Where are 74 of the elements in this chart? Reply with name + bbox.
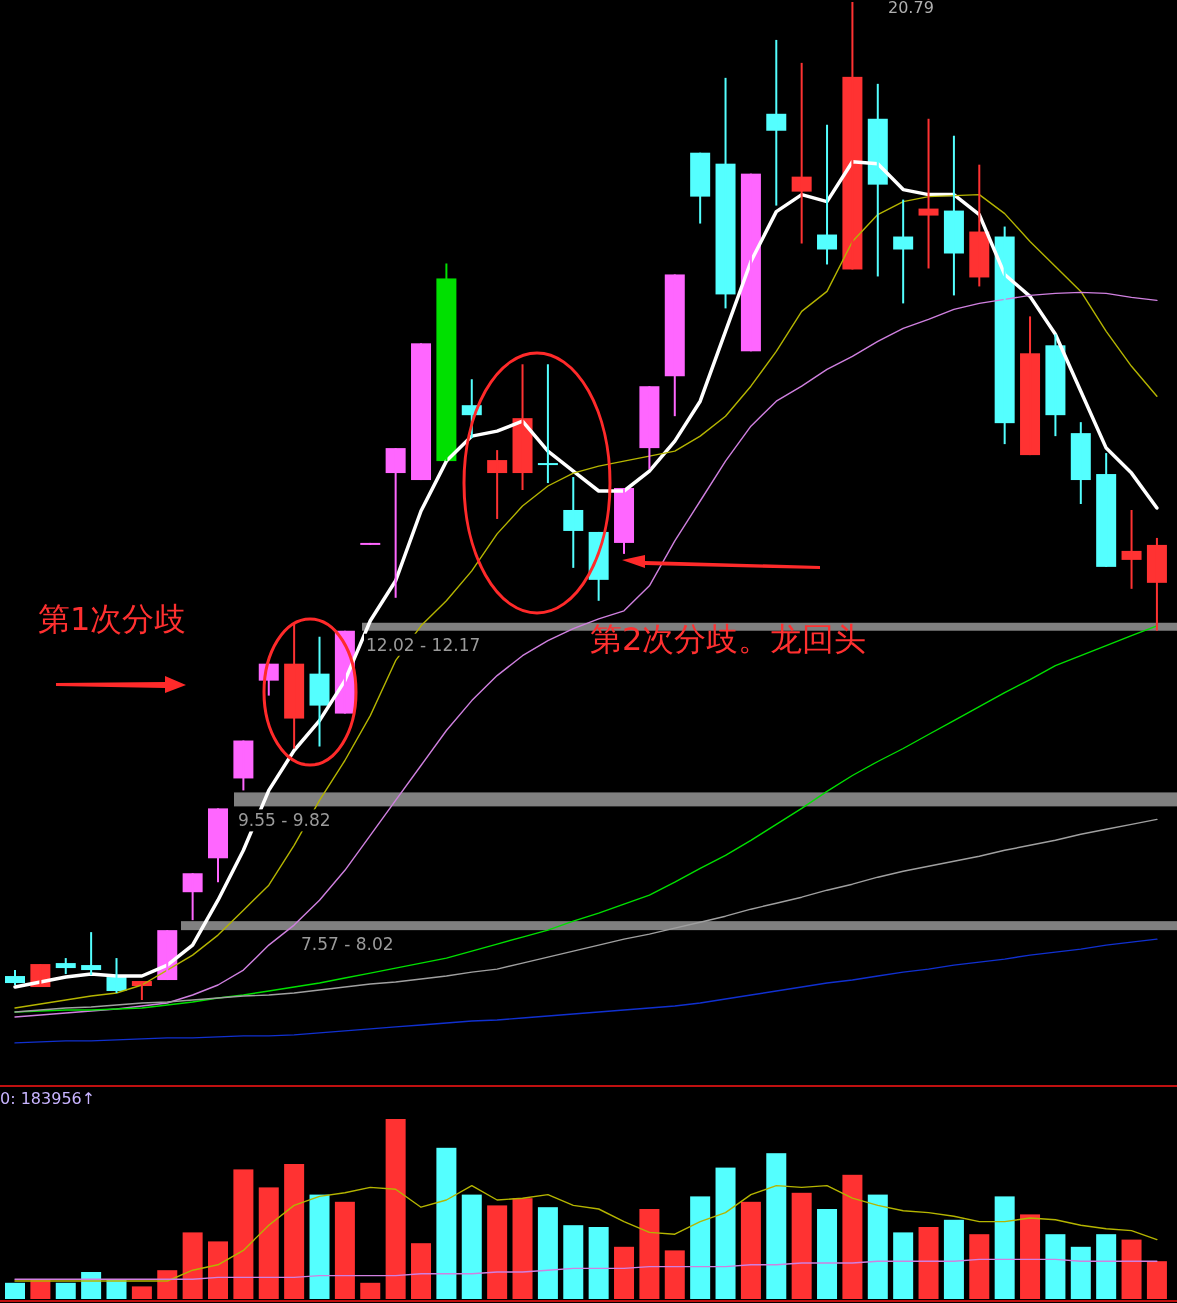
candlestick bbox=[1020, 315, 1041, 457]
bar bbox=[943, 1219, 964, 1299]
bar bbox=[893, 1232, 914, 1299]
candlestick bbox=[766, 38, 787, 207]
bar bbox=[639, 1209, 660, 1299]
band-label: 7.57 - 8.02 bbox=[301, 934, 394, 955]
candlestick bbox=[182, 872, 203, 922]
annotation: 第1次分歧 bbox=[38, 600, 187, 638]
candlestick bbox=[893, 198, 914, 305]
bar bbox=[1070, 1246, 1091, 1299]
bar bbox=[258, 1187, 279, 1299]
bar bbox=[537, 1207, 558, 1299]
bar bbox=[563, 1225, 584, 1299]
bar bbox=[487, 1205, 508, 1299]
candlestick bbox=[81, 931, 102, 977]
bar bbox=[385, 1119, 406, 1299]
candlestick bbox=[639, 385, 660, 471]
candlestick bbox=[817, 123, 838, 266]
bar bbox=[994, 1196, 1015, 1299]
band-label: 9.55 - 9.82 bbox=[238, 810, 331, 831]
candlestick bbox=[208, 807, 229, 884]
bar bbox=[588, 1227, 609, 1299]
candlestick bbox=[1070, 421, 1091, 505]
candlestick bbox=[5, 969, 25, 987]
bar bbox=[1121, 1239, 1142, 1299]
bar bbox=[334, 1201, 355, 1299]
bar bbox=[1045, 1234, 1066, 1299]
text: 0: 183956↑ bbox=[0, 1089, 96, 1108]
bar bbox=[817, 1209, 838, 1299]
bar bbox=[842, 1174, 863, 1299]
bar bbox=[715, 1167, 736, 1299]
bar bbox=[740, 1201, 761, 1299]
bar bbox=[1146, 1261, 1167, 1299]
bar bbox=[131, 1286, 152, 1299]
bar bbox=[766, 1153, 787, 1299]
bar bbox=[867, 1194, 888, 1299]
bar bbox=[182, 1232, 203, 1299]
bar bbox=[411, 1243, 432, 1299]
candlestick bbox=[690, 151, 711, 225]
candlestick bbox=[487, 449, 508, 520]
bar bbox=[614, 1246, 635, 1299]
bar bbox=[5, 1282, 25, 1299]
bar bbox=[309, 1194, 330, 1299]
candlestick bbox=[537, 363, 558, 485]
candlestick bbox=[1096, 452, 1117, 568]
bar bbox=[55, 1282, 76, 1299]
bar bbox=[664, 1250, 685, 1299]
bar bbox=[436, 1147, 457, 1299]
annotation: 第2次分歧。龙回头 bbox=[590, 620, 867, 658]
bar bbox=[233, 1169, 254, 1299]
bar bbox=[690, 1196, 711, 1299]
candlestick bbox=[385, 447, 406, 599]
candlestick bbox=[918, 117, 939, 270]
candlestick bbox=[360, 541, 381, 546]
bar bbox=[284, 1164, 305, 1299]
candlestick bbox=[1146, 536, 1167, 632]
annotation: 20.79 bbox=[888, 0, 934, 17]
candlestick bbox=[1121, 508, 1142, 590]
band-label: 12.02 - 12.17 bbox=[366, 634, 481, 655]
bar bbox=[1096, 1234, 1117, 1299]
bar bbox=[969, 1234, 990, 1299]
bar bbox=[918, 1227, 939, 1299]
candlestick bbox=[55, 957, 76, 976]
bar bbox=[791, 1192, 812, 1299]
candlestick bbox=[563, 476, 584, 569]
candlestick bbox=[411, 342, 432, 482]
bar bbox=[208, 1241, 229, 1299]
bar bbox=[512, 1198, 533, 1299]
bar bbox=[157, 1270, 178, 1299]
candlestick bbox=[791, 61, 812, 245]
bar bbox=[461, 1194, 482, 1299]
candlestick bbox=[664, 273, 685, 418]
bar bbox=[360, 1282, 381, 1299]
bar bbox=[1020, 1214, 1041, 1299]
